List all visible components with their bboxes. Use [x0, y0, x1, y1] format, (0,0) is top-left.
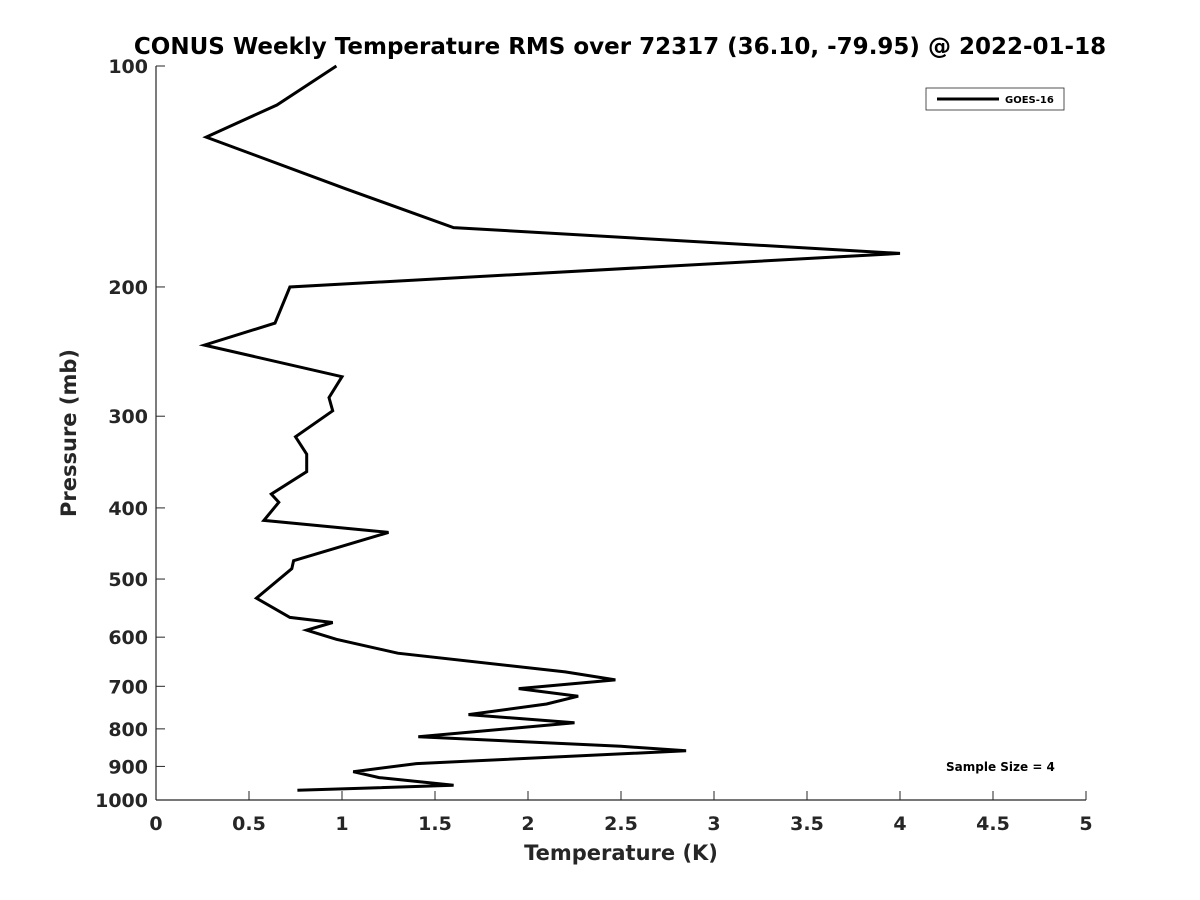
x-axis-label: Temperature (K): [524, 841, 718, 865]
y-tick-label: 800: [108, 719, 148, 741]
y-tick-label: 900: [108, 756, 148, 778]
x-tick-label: 2.5: [604, 813, 638, 835]
y-tick-label: 300: [108, 406, 148, 428]
x-tick-label: 2: [521, 813, 534, 835]
x-tick-label: 5: [1079, 813, 1092, 835]
x-tick-label: 1.5: [418, 813, 452, 835]
x-tick-label: 0: [149, 813, 162, 835]
y-tick-label: 1000: [95, 790, 148, 812]
x-tick-label: 4.5: [976, 813, 1010, 835]
legend-entry-label: GOES-16: [1005, 95, 1054, 106]
y-tick-label: 500: [108, 569, 148, 591]
series-layer: [198, 64, 901, 792]
x-tick-label: 0.5: [232, 813, 266, 835]
legend: GOES-16: [925, 87, 1065, 111]
x-tick-label: 3.5: [790, 813, 824, 835]
x-tick-label: 4: [893, 813, 906, 835]
y-tick-label: 100: [108, 56, 148, 78]
x-tick-label: 1: [335, 813, 348, 835]
chart-title: CONUS Weekly Temperature RMS over 72317 …: [134, 34, 1106, 60]
y-axis-ticks: 100 200 300 400 500 600 700 800 900 1000: [95, 56, 165, 812]
y-tick-label: 700: [108, 676, 148, 698]
x-axis-ticks: 0 0.5 1 1.5 2 2.5 3 3.5 4 4.5 5: [149, 791, 1093, 835]
y-tick-label: 600: [108, 627, 148, 649]
x-tick-label: 3: [707, 813, 720, 835]
sample-size-annotation: Sample Size = 4: [946, 760, 1055, 774]
series-line-goes-16: [198, 64, 901, 792]
y-tick-label: 200: [108, 277, 148, 299]
y-axis-label: Pressure (mb): [57, 349, 81, 517]
y-tick-label: 400: [108, 498, 148, 520]
